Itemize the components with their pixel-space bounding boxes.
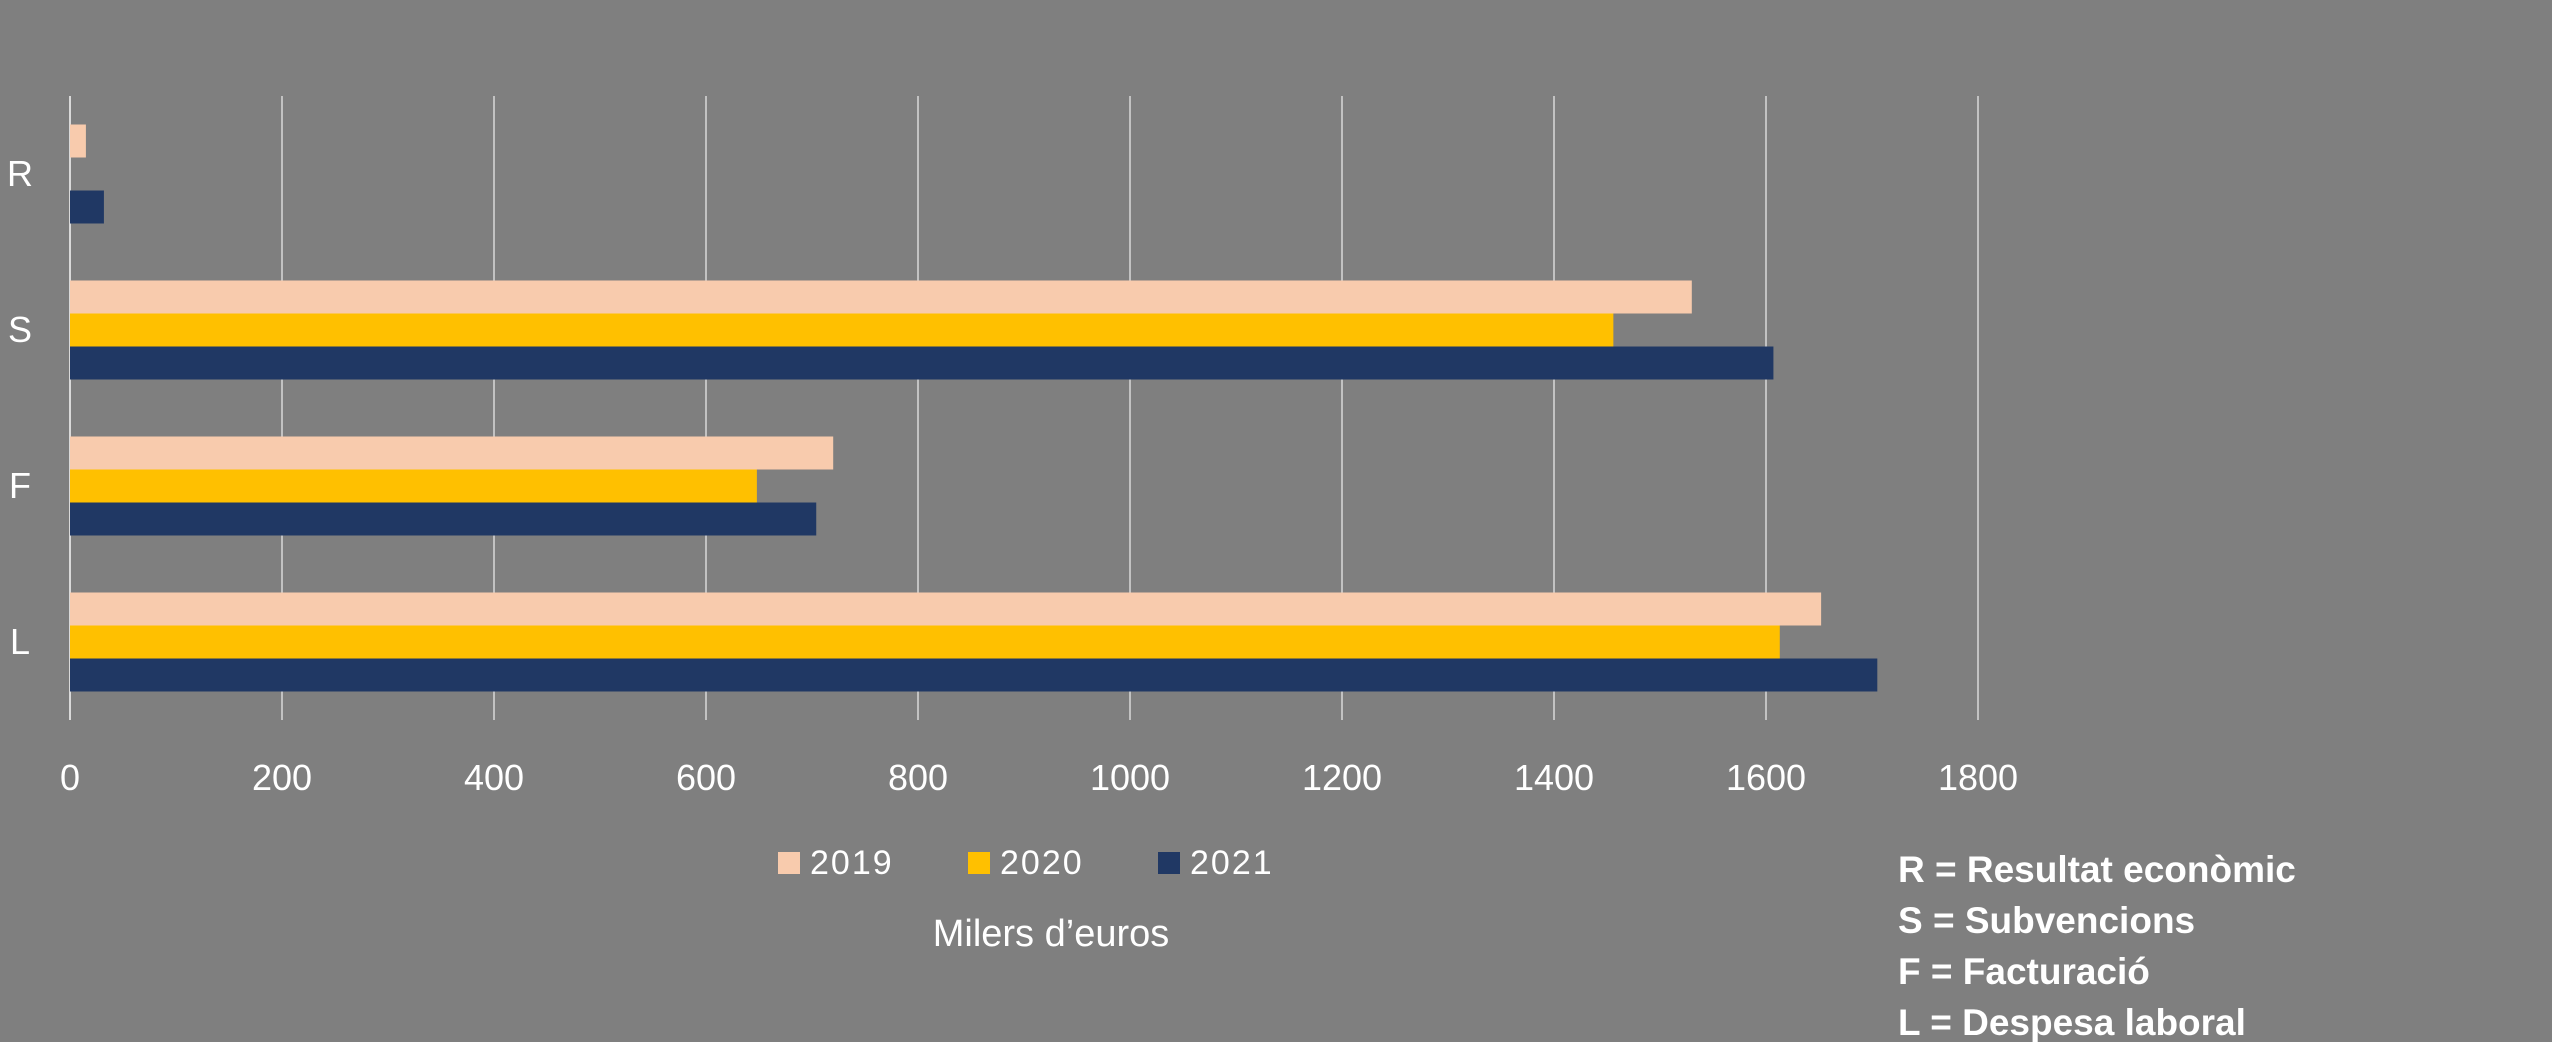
category-labels: R S F L: [7, 153, 33, 662]
key-line: R = Resultat econòmic: [1898, 849, 2296, 890]
legend-swatch: [1158, 852, 1180, 874]
x-tick-label: 1400: [1514, 757, 1594, 798]
legend-swatch: [968, 852, 990, 874]
bar-L-2019: [70, 592, 1822, 626]
bar-S-2021: [70, 346, 1774, 380]
legend-label: 2021: [1190, 844, 1274, 882]
bar-F-2020: [70, 469, 757, 503]
bar-R-2019: [70, 124, 86, 158]
category-label: S: [8, 309, 32, 350]
x-tick-label: 1200: [1302, 757, 1382, 798]
legend-label: 2019: [810, 844, 894, 882]
x-tick-label: 600: [676, 757, 736, 798]
key-line: F = Facturació: [1898, 951, 2150, 992]
category-label: F: [9, 465, 31, 506]
x-tick-label: 200: [252, 757, 312, 798]
legend: 2019 2020 2021: [778, 844, 1274, 882]
x-tick-label: 1800: [1938, 757, 2018, 798]
category-label: L: [10, 621, 30, 662]
x-tick-label: 1000: [1090, 757, 1170, 798]
x-tick-label: 400: [464, 757, 524, 798]
x-tick-label: 1600: [1726, 757, 1806, 798]
legend-swatch: [778, 852, 800, 874]
bar-F-2019: [70, 436, 834, 470]
x-tick-labels: 0 200 400 600 800 1000 1200 1400 1600 1800: [60, 757, 2018, 798]
key-line: L = Despesa laboral: [1898, 1002, 2246, 1042]
category-label: R: [7, 153, 33, 194]
category-key: R = Resultat econòmic S = Subvencions F = …: [1898, 849, 2296, 1042]
bar-R-2021: [70, 190, 104, 224]
bar-S-2019: [70, 280, 1692, 314]
bar-F-2021: [70, 502, 817, 536]
legend-label: 2020: [1000, 844, 1084, 882]
key-line: S = Subvencions: [1898, 900, 2195, 941]
bar-L-2020: [70, 625, 1780, 659]
bar-S-2020: [70, 313, 1614, 347]
bars: [70, 124, 1878, 692]
bar-L-2021: [70, 658, 1878, 692]
x-tick-label: 0: [60, 757, 80, 798]
x-tick-label: 800: [888, 757, 948, 798]
x-axis-title: Milers d’euros: [933, 913, 1170, 955]
